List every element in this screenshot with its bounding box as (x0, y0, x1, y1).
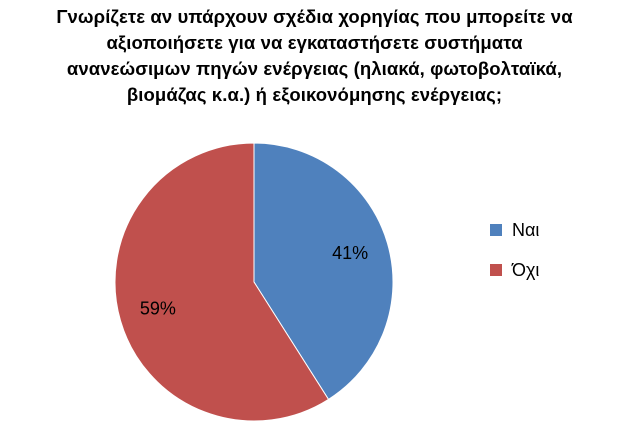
chart-title-line-4: βιομάζας κ.α.) ή εξοικονόμησης ενέργειας… (126, 84, 503, 105)
legend-item-no: Όχι (490, 258, 539, 282)
pie-label-no: 59% (140, 299, 176, 319)
pie-slice-yes (253, 142, 394, 401)
pie-label-yes: 41% (332, 243, 368, 263)
legend-item-yes: Ναι (490, 218, 539, 242)
chart-legend: Ναι Όχι (490, 218, 539, 298)
chart-title: Γνωρίζετε αν υπάρχουν σχέδια χορηγίας πο… (0, 4, 629, 108)
legend-label-no: Όχι (512, 259, 540, 280)
legend-label-yes: Ναι (512, 219, 540, 240)
pie-slice-no (114, 142, 330, 422)
chart-title-line-2: αξιοποιήσετε για να εγκαταστήσετε συστήμ… (106, 32, 523, 53)
legend-swatch-no (490, 264, 502, 276)
chart-title-line-3: ανανεώσιμων πηγών ενέργειας (ηλιακά, φωτ… (66, 58, 563, 79)
chart-title-line-1: Γνωρίζετε αν υπάρχουν σχέδια χορηγίας πο… (56, 6, 573, 27)
legend-swatch-yes (490, 224, 502, 236)
